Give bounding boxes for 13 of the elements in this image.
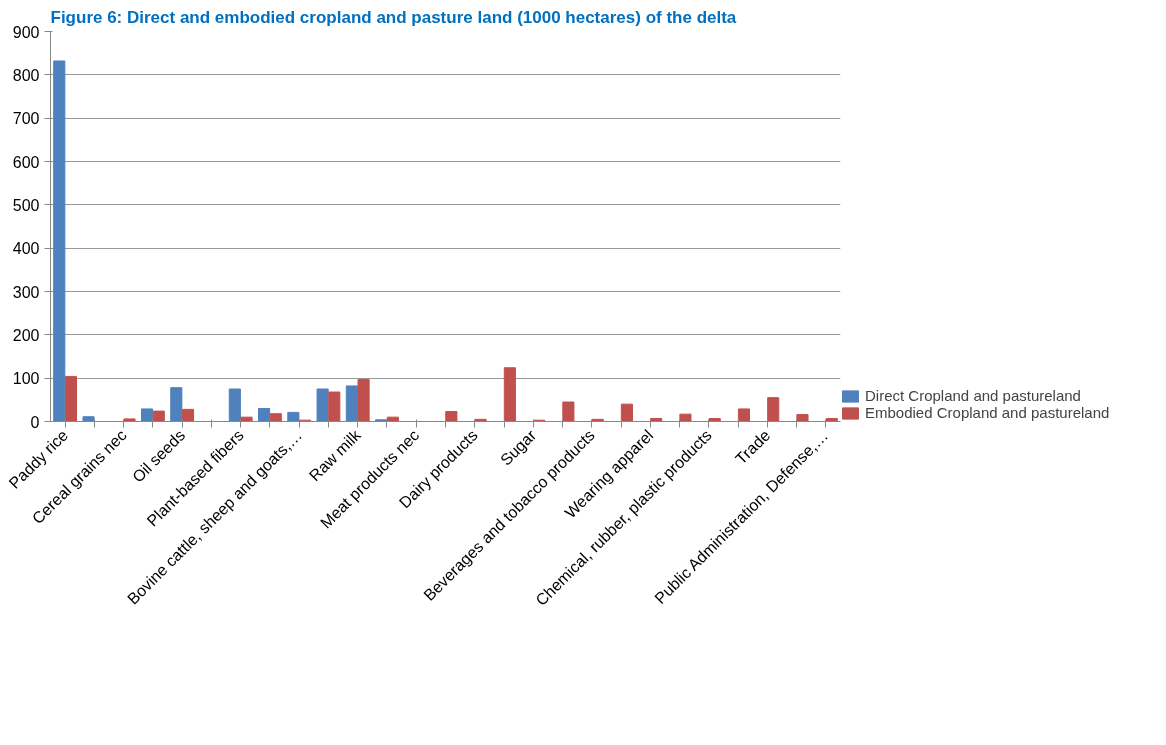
y-tick-label: 500 bbox=[12, 196, 40, 214]
y-tick-label: 100 bbox=[12, 370, 40, 388]
y-tick-label: 300 bbox=[12, 283, 40, 301]
legend-label: Direct Cropland and pastureland bbox=[865, 387, 1081, 404]
y-tick-label: 700 bbox=[12, 110, 40, 128]
y-tick-label: 900 bbox=[12, 23, 40, 41]
legend-label: Embodied Cropland and pastureland bbox=[865, 404, 1110, 421]
y-tick-label: 0 bbox=[30, 413, 40, 431]
chart-title: Figure 6: Direct and embodied cropland and pasture land (1000 hectares) of the delta bbox=[50, 7, 737, 27]
y-tick-label: 600 bbox=[12, 153, 40, 171]
y-tick-label: 800 bbox=[12, 66, 40, 84]
y-tick-label: 400 bbox=[12, 240, 40, 258]
y-tick-label: 200 bbox=[12, 326, 40, 344]
